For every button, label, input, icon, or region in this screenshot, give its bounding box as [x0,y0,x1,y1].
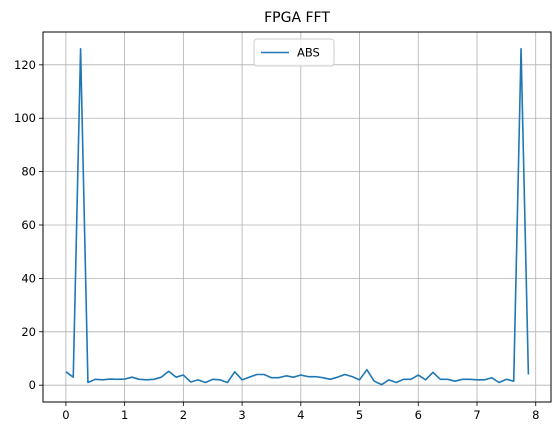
axes-frame [43,32,551,402]
x-tick-label: 7 [473,408,480,422]
legend-label-abs: ABS [297,46,320,60]
y-tick-label: 100 [14,111,36,125]
chart-title: FPGA FFT [264,10,330,26]
y-tick-label: 20 [21,325,36,339]
series-layer [66,49,528,385]
x-tick-label: 2 [180,408,187,422]
y-tick-label: 0 [29,378,36,392]
y-axis-ticks: 0 20 40 60 80 100 120 [14,58,43,392]
y-tick-label: 120 [14,58,36,72]
x-tick-label: 6 [415,408,422,422]
x-tick-label: 1 [121,408,128,422]
y-tick-label: 60 [21,218,36,232]
x-tick-label: 0 [62,408,69,422]
x-axis-ticks: 0 1 2 3 4 5 6 7 8 [62,402,539,422]
x-tick-label: 8 [532,408,539,422]
x-tick-label: 3 [238,408,245,422]
series-line-abs [66,49,528,385]
x-tick-label: 5 [356,408,363,422]
legend: ABS [254,39,334,66]
y-tick-label: 80 [21,165,36,179]
y-tick-label: 40 [21,271,36,285]
x-tick-label: 4 [297,408,304,422]
grid-lines [43,32,551,402]
